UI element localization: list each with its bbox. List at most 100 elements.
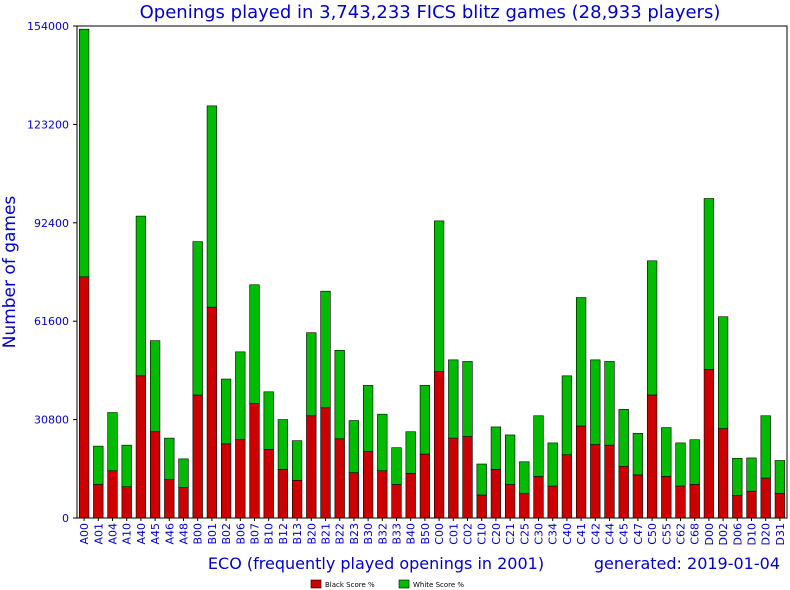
bar-black-C45 bbox=[618, 465, 629, 519]
bar-black-C02 bbox=[462, 436, 473, 519]
legend-label: Black Score % bbox=[325, 581, 375, 589]
bar-black-B23 bbox=[348, 472, 360, 519]
x-tick-label: B01 bbox=[206, 523, 219, 545]
bar-black-A10 bbox=[121, 486, 132, 519]
x-tick-label: A00 bbox=[78, 523, 91, 545]
x-tick-label: D20 bbox=[760, 523, 773, 545]
legend-label: White Score % bbox=[413, 581, 464, 589]
bar-white-C62 bbox=[675, 442, 686, 487]
x-tick-label: C25 bbox=[518, 523, 531, 545]
bar-black-A00 bbox=[78, 276, 90, 519]
x-tick-label: C40 bbox=[561, 523, 574, 545]
bar-white-C47 bbox=[632, 433, 644, 476]
bar-white-A00 bbox=[78, 28, 90, 278]
bar-white-B01 bbox=[206, 105, 218, 308]
bar-black-C41 bbox=[575, 425, 587, 519]
y-axis-ticks: 0 30800 61600 92400 123200 154000 bbox=[27, 20, 77, 525]
y-tick-label: 61600 bbox=[34, 315, 69, 328]
plot-area bbox=[76, 25, 788, 519]
bar-black-A04 bbox=[107, 470, 118, 519]
x-tick-label: D02 bbox=[717, 523, 730, 545]
bar-white-B12 bbox=[277, 419, 289, 470]
x-axis-label: ECO (frequently played openings in 2001) bbox=[208, 554, 544, 573]
x-tick-label: D10 bbox=[746, 523, 759, 545]
bar-black-B06 bbox=[235, 439, 246, 519]
x-tick-label: B13 bbox=[291, 523, 304, 545]
bar-white-C02 bbox=[462, 361, 473, 437]
bar-white-D00 bbox=[703, 198, 715, 370]
bar-black-B30 bbox=[362, 451, 374, 519]
bar-white-A46 bbox=[164, 437, 175, 480]
bar-white-B21 bbox=[320, 290, 331, 409]
x-axis-categories: A00 A01 A04 A10 A40 A45 A46 A48 B00 B01 B02 B06 B07 B… bbox=[78, 518, 787, 545]
bar-black-C40 bbox=[561, 454, 573, 519]
x-tick-label: C34 bbox=[547, 523, 560, 545]
x-tick-label: C50 bbox=[646, 523, 659, 545]
bar-black-D10 bbox=[746, 490, 757, 519]
bar-white-A48 bbox=[178, 458, 189, 488]
bar-white-C34 bbox=[547, 442, 558, 487]
x-tick-label: C30 bbox=[533, 523, 546, 545]
bar-white-A04 bbox=[107, 412, 118, 472]
x-tick-label: C55 bbox=[660, 523, 673, 545]
bar-black-D20 bbox=[760, 477, 771, 519]
bar-white-B07 bbox=[249, 284, 260, 404]
bar-black-C44 bbox=[604, 444, 615, 519]
x-tick-label: C42 bbox=[589, 523, 602, 545]
legend-swatch bbox=[398, 579, 410, 589]
x-tick-label: B40 bbox=[405, 523, 418, 545]
bar-black-B13 bbox=[291, 480, 303, 519]
bar-white-C50 bbox=[646, 260, 658, 396]
x-tick-label: C47 bbox=[632, 523, 645, 545]
bar-white-B02 bbox=[220, 378, 232, 445]
x-tick-label: C00 bbox=[433, 523, 446, 545]
x-tick-label: B50 bbox=[419, 523, 432, 545]
y-tick-label: 0 bbox=[62, 512, 69, 525]
bar-white-D02 bbox=[717, 316, 729, 429]
bar-white-C10 bbox=[476, 463, 487, 496]
bar-black-A40 bbox=[135, 375, 147, 519]
x-tick-label: A48 bbox=[178, 523, 191, 545]
bar-black-C62 bbox=[675, 485, 686, 519]
x-tick-label: B23 bbox=[348, 523, 361, 545]
bar-white-B22 bbox=[334, 349, 345, 440]
x-tick-label: D31 bbox=[774, 523, 787, 545]
x-tick-label: C68 bbox=[689, 523, 702, 545]
bar-white-B32 bbox=[377, 413, 388, 472]
y-tick-label: 154000 bbox=[27, 20, 69, 33]
bar-black-A48 bbox=[178, 487, 189, 519]
bar-white-C44 bbox=[604, 361, 615, 446]
bar-white-C21 bbox=[504, 434, 516, 485]
bar-black-D00 bbox=[703, 369, 715, 519]
x-tick-label: B33 bbox=[391, 523, 404, 545]
bar-white-B06 bbox=[235, 351, 246, 441]
bar-black-A01 bbox=[93, 484, 104, 519]
bar-white-C30 bbox=[533, 415, 544, 477]
y-tick-label: 92400 bbox=[34, 217, 69, 230]
bar-black-C50 bbox=[646, 394, 658, 519]
x-tick-label: D06 bbox=[731, 523, 744, 545]
bar-white-D31 bbox=[774, 460, 786, 494]
x-tick-label: B12 bbox=[277, 523, 290, 545]
bar-black-C20 bbox=[490, 469, 502, 519]
bar-white-D20 bbox=[760, 415, 771, 479]
bar-black-B21 bbox=[320, 407, 331, 519]
bar-black-B22 bbox=[334, 438, 345, 519]
bar-white-C25 bbox=[519, 461, 530, 495]
bar-white-B40 bbox=[405, 431, 416, 474]
bar-black-B50 bbox=[419, 453, 431, 519]
bar-white-B50 bbox=[419, 385, 431, 455]
bar-black-C55 bbox=[661, 476, 672, 519]
bar-black-D02 bbox=[717, 428, 729, 519]
bar-white-C00 bbox=[433, 220, 445, 372]
bar-black-B01 bbox=[206, 306, 218, 519]
x-tick-label: C01 bbox=[447, 523, 460, 545]
x-tick-label: C44 bbox=[604, 523, 617, 545]
bar-black-B02 bbox=[220, 443, 232, 519]
bar-white-B33 bbox=[391, 447, 402, 485]
x-tick-label: B20 bbox=[305, 523, 318, 545]
x-tick-label: A45 bbox=[149, 523, 162, 545]
bar-black-B00 bbox=[192, 394, 203, 519]
y-axis-label: Number of games bbox=[0, 196, 20, 349]
x-tick-label: B30 bbox=[362, 523, 375, 545]
